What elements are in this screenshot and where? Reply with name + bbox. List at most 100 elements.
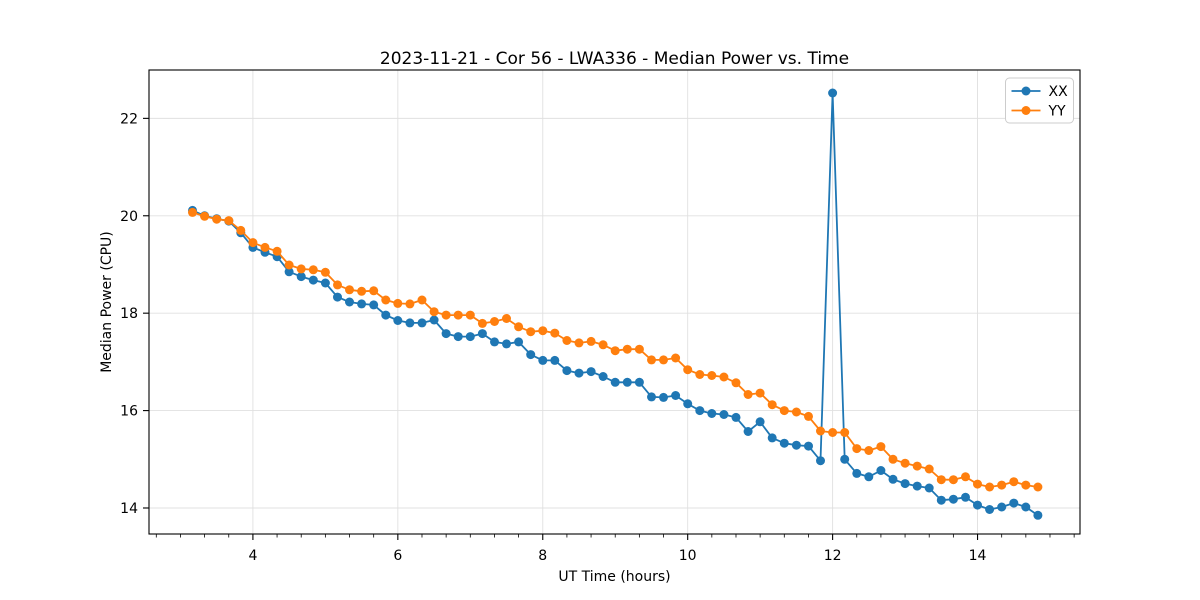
- series-YY-marker: [417, 295, 427, 305]
- series-YY-marker: [791, 407, 801, 417]
- series-YY-marker: [985, 482, 995, 492]
- y-tick-label: 18: [120, 306, 138, 322]
- series-YY-marker: [586, 336, 596, 346]
- series-YY-marker: [477, 318, 487, 328]
- series-YY-marker: [888, 454, 898, 464]
- series-XX-marker: [900, 479, 910, 489]
- series-YY-marker: [248, 238, 258, 248]
- series-YY-marker: [562, 336, 572, 345]
- series-YY-marker: [526, 327, 536, 337]
- series-YY-marker: [236, 225, 246, 235]
- series-XX-marker: [755, 417, 765, 427]
- series-XX-marker: [876, 466, 886, 475]
- series-XX-line: [192, 92, 1039, 517]
- series-YY-marker: [610, 346, 620, 356]
- series-YY-marker: [514, 322, 524, 332]
- series-XX-marker: [429, 315, 439, 325]
- series-XX-marker: [333, 292, 342, 302]
- series-XX-marker: [659, 392, 668, 402]
- series-YY-marker: [876, 442, 886, 452]
- legend-entry-YY: YY: [1011, 104, 1067, 120]
- series-YY-marker: [405, 299, 415, 309]
- series-YY-marker: [924, 464, 934, 474]
- x-tick-label: 10: [679, 548, 697, 564]
- series-XX-marker: [284, 267, 294, 277]
- legend-swatch-marker: [1021, 106, 1031, 115]
- series-YY-marker: [465, 310, 475, 320]
- series-XX-marker: [707, 409, 717, 418]
- series-YY-marker: [538, 326, 548, 336]
- legend-entry-XX: XX: [1011, 84, 1069, 100]
- series-YY-marker: [659, 355, 668, 365]
- series-XX-marker: [405, 318, 415, 328]
- series-XX-marker: [308, 275, 318, 285]
- series-XX-marker: [791, 440, 801, 450]
- series-YY-marker: [357, 286, 367, 296]
- series-XX-marker: [1033, 510, 1043, 520]
- series-YY-marker: [320, 267, 330, 277]
- series-YY-marker: [284, 260, 294, 270]
- series-YY-marker: [453, 310, 463, 320]
- series-YY-marker: [574, 338, 584, 348]
- legend-label: XX: [1049, 84, 1069, 100]
- series-XX-marker: [634, 377, 644, 387]
- series-XX-marker: [936, 495, 946, 505]
- y-tick-label: 16: [120, 404, 138, 420]
- series-YY-marker: [997, 480, 1007, 490]
- series-XX-marker: [852, 468, 862, 478]
- series-YY-marker: [804, 411, 813, 421]
- series-XX-marker: [538, 355, 548, 365]
- y-tick-label: 14: [120, 501, 138, 517]
- series-YY-marker: [671, 353, 681, 363]
- series-XX-marker: [864, 472, 874, 482]
- series-XX-marker: [816, 456, 825, 466]
- y-axis-label: Median Power (CPU): [99, 231, 115, 373]
- series-XX-marker: [465, 332, 475, 342]
- series-YY-marker: [961, 472, 970, 482]
- series-YY-marker: [272, 246, 282, 256]
- series-XX-marker: [888, 474, 898, 484]
- series-YY-marker: [743, 390, 753, 399]
- series-XX-marker: [357, 299, 367, 309]
- series-YY-marker: [852, 444, 862, 454]
- series-XX-marker: [1009, 498, 1019, 508]
- series-XX-marker: [961, 492, 970, 502]
- series-XX-marker: [586, 367, 596, 377]
- x-tick-label: 8: [538, 548, 547, 564]
- series-YY-marker: [695, 370, 705, 379]
- series-YY-marker: [345, 285, 354, 295]
- series-XX-marker: [997, 502, 1007, 512]
- legend-label: YY: [1048, 104, 1067, 120]
- series-XX-marker: [417, 318, 427, 328]
- series-XX-marker: [441, 329, 451, 339]
- plot-frame: [148, 69, 1081, 535]
- series-XX-marker: [477, 329, 487, 339]
- series-YY-marker: [393, 298, 403, 308]
- series-YY-marker: [550, 328, 560, 338]
- series-XX-marker: [1021, 502, 1031, 512]
- series-YY: [188, 207, 1043, 492]
- series-XX-marker: [345, 297, 354, 307]
- series-YY-marker: [719, 372, 729, 382]
- series-YY-marker: [900, 458, 910, 468]
- series-XX-marker: [490, 337, 499, 347]
- series-XX-marker: [393, 316, 403, 325]
- series-YY-marker: [779, 406, 789, 416]
- series-YY-marker: [200, 211, 210, 221]
- series-XX-marker: [610, 377, 620, 387]
- series-XX-marker: [719, 410, 729, 419]
- series-XX-marker: [840, 454, 850, 464]
- series-YY-marker: [333, 280, 342, 290]
- x-tick-label: 4: [248, 548, 257, 564]
- series-YY-marker: [622, 344, 632, 354]
- series-XX-marker: [369, 300, 379, 310]
- series-YY-marker: [634, 344, 644, 354]
- series-XX-marker: [381, 310, 391, 320]
- series-YY-marker: [816, 426, 825, 436]
- y-tick-label: 20: [120, 209, 138, 225]
- series-YY-marker: [864, 446, 874, 455]
- series-YY-marker: [429, 307, 439, 317]
- series-XX-marker: [671, 391, 681, 400]
- series-YY-marker: [828, 428, 838, 437]
